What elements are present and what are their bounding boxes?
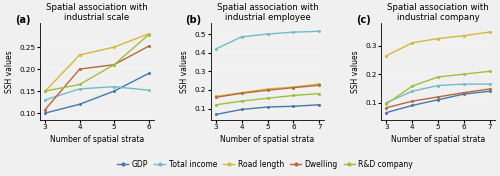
Title: Spatial association with
industrial employee: Spatial association with industrial empl…: [216, 3, 318, 22]
X-axis label: Number of spatial strata: Number of spatial strata: [50, 135, 144, 144]
Y-axis label: SSH values: SSH values: [180, 50, 190, 93]
Title: Spatial association with
industrial company: Spatial association with industrial comp…: [387, 3, 489, 22]
Y-axis label: SSH values: SSH values: [351, 50, 360, 93]
Text: (a): (a): [15, 15, 30, 25]
X-axis label: Number of spatial strata: Number of spatial strata: [391, 135, 485, 144]
Text: (b): (b): [186, 15, 202, 25]
Text: (c): (c): [356, 15, 371, 25]
Legend: GDP, Total income, Road length, Dwelling, R&D company: GDP, Total income, Road length, Dwelling…: [114, 157, 416, 172]
X-axis label: Number of spatial strata: Number of spatial strata: [220, 135, 314, 144]
Title: Spatial association with
industrial scale: Spatial association with industrial scal…: [46, 3, 148, 22]
Y-axis label: SSH values: SSH values: [5, 50, 14, 93]
